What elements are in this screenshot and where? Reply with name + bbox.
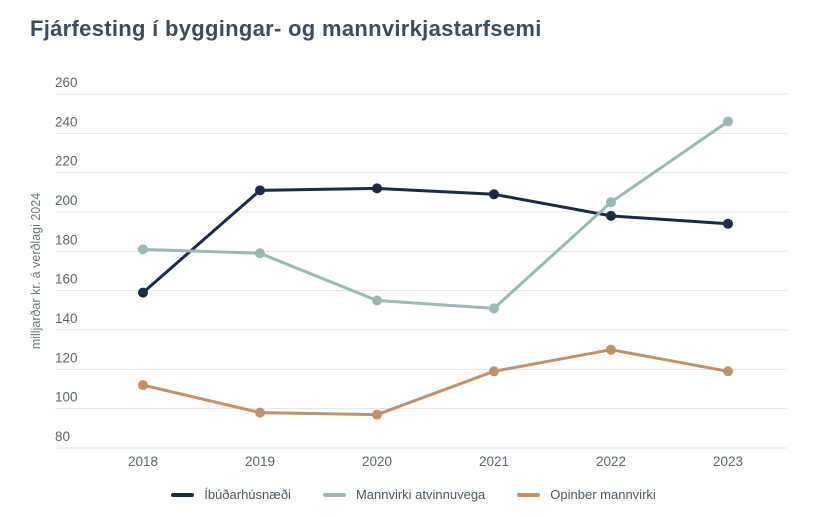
data-point[interactable]	[723, 116, 733, 127]
y-axis-tick-label: 80	[55, 429, 70, 444]
data-point[interactable]	[606, 197, 616, 208]
series-line	[141, 348, 730, 417]
y-axis-tick-label: 140	[55, 311, 78, 326]
y-axis-tick-label: 200	[55, 193, 78, 208]
legend-label: Mannvirki atvinnuvega	[355, 487, 486, 502]
data-point[interactable]	[723, 218, 733, 229]
x-axis-tick-label: 2019	[245, 454, 275, 469]
y-axis-tick-label: 220	[55, 154, 78, 169]
legend-label: Íbúðarhúsnæði	[204, 487, 291, 502]
legend-line-marker	[322, 492, 346, 497]
series-line	[141, 186, 730, 295]
x-axis-tick-label: 2022	[596, 454, 626, 469]
x-axis-tick-label: 2018	[128, 454, 158, 469]
chart-legend: Íbúðarhúsnæði Mannvirki atvinnuvega Opinbe…	[0, 487, 827, 502]
data-point[interactable]	[255, 407, 265, 418]
data-point[interactable]	[606, 210, 616, 221]
data-point[interactable]	[138, 380, 148, 391]
y-axis-tick-label: 160	[55, 272, 78, 287]
y-axis-tick-label: 100	[55, 390, 78, 405]
data-point[interactable]	[489, 303, 499, 314]
series-line	[141, 120, 730, 310]
data-point[interactable]	[489, 189, 499, 200]
legend-item[interactable]: Mannvirki atvinnuvega	[322, 487, 486, 502]
y-axis-title: milljarðar kr. á verðlagi 2024	[29, 193, 43, 349]
legend-line-marker	[517, 492, 541, 497]
data-point[interactable]	[138, 244, 148, 255]
y-axis-tick-label: 180	[55, 232, 78, 247]
data-point[interactable]	[723, 366, 733, 377]
y-axis-tick-label: 260	[55, 75, 78, 90]
data-point[interactable]	[372, 409, 382, 420]
chart-title: Fjárfesting í byggingar- og mannvirkjast…	[30, 16, 542, 41]
data-point[interactable]	[138, 287, 148, 298]
x-axis-tick-label: 2021	[479, 454, 509, 469]
y-axis-tick-label: 240	[55, 114, 78, 129]
data-point[interactable]	[372, 183, 382, 194]
legend-item[interactable]: Opinber mannvirki	[517, 487, 656, 502]
legend-item[interactable]: Íbúðarhúsnæði	[171, 487, 291, 502]
y-axis-tick-label: 120	[55, 350, 78, 365]
data-point[interactable]	[489, 366, 499, 377]
data-point[interactable]	[372, 295, 382, 306]
legend-line-marker	[171, 492, 195, 497]
x-axis-tick-label: 2023	[713, 454, 743, 469]
data-point[interactable]	[255, 185, 265, 196]
data-point[interactable]	[606, 344, 616, 355]
legend-label: Opinber mannvirki	[550, 487, 656, 502]
data-point[interactable]	[255, 248, 265, 259]
x-axis-tick-label: 2020	[362, 454, 392, 469]
